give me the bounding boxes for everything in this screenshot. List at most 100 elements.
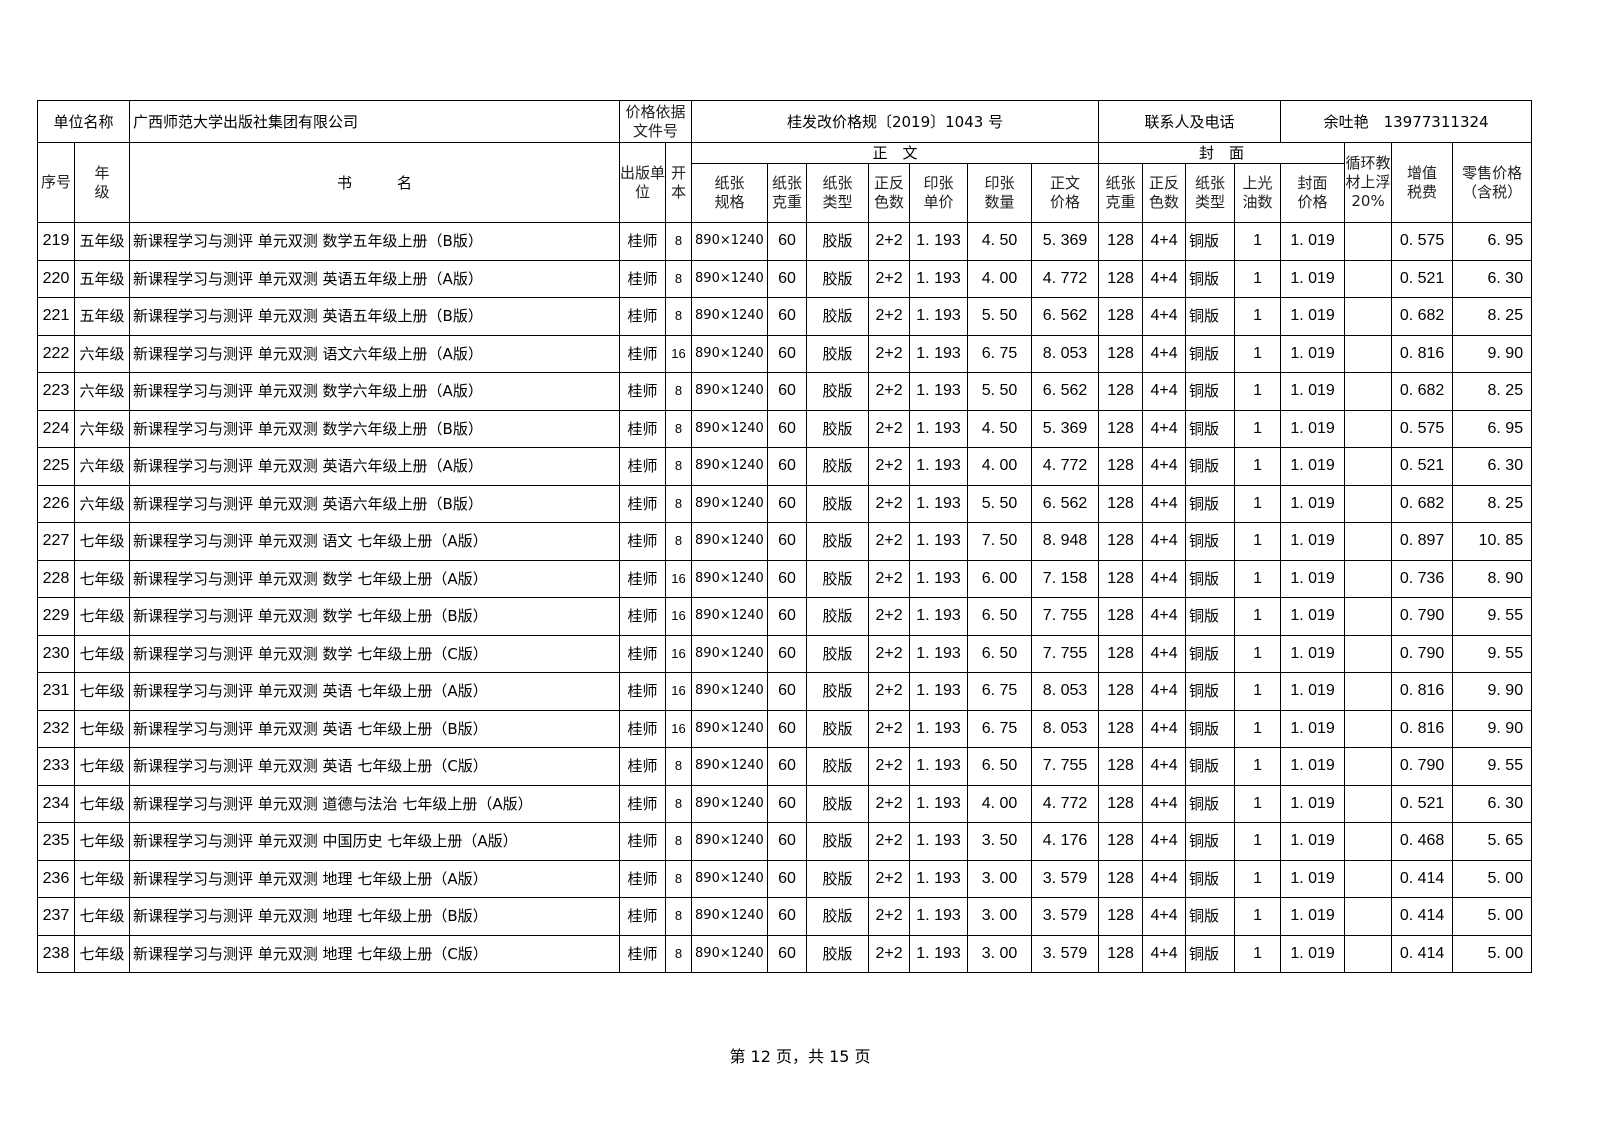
cell-colors: 2+2 xyxy=(868,934,911,973)
cell-sheet-price: 1. 193 xyxy=(909,447,969,486)
cell-grade: 五年级 xyxy=(73,297,131,336)
cell-cover-price: 1. 019 xyxy=(1280,597,1346,636)
contact-value: 余吐艳 13977311324 xyxy=(1280,100,1533,143)
cell-cover-colors: 4+4 xyxy=(1142,859,1187,898)
cell-cover-type: 铜版 xyxy=(1185,522,1236,561)
cell-recycle xyxy=(1344,259,1393,298)
cell-cover-colors: 4+4 xyxy=(1142,634,1187,673)
cell-vat: 0. 790 xyxy=(1391,747,1454,786)
cell-sheet-count: 3. 00 xyxy=(967,934,1033,973)
cell-title: 新课程学习与测评 单元双测 地理 七年级上册（A版） xyxy=(129,859,621,898)
cell-grade: 五年级 xyxy=(73,222,131,261)
cell-sheet-price: 1. 193 xyxy=(909,859,969,898)
price-basis-label: 价格依据文件号 xyxy=(619,100,693,143)
cell-grade: 七年级 xyxy=(73,784,131,823)
table-row: 229 七年级 新课程学习与测评 单元双测 数学 七年级上册（B版） 桂师 16 890×… xyxy=(37,597,1533,636)
cell-varnish: 1 xyxy=(1234,747,1282,786)
cell-recycle xyxy=(1344,409,1393,448)
cell-publisher: 桂师 xyxy=(619,822,667,861)
cell-cover-weight: 128 xyxy=(1098,897,1144,936)
cell-sheet-price: 1. 193 xyxy=(909,897,969,936)
cell-colors: 2+2 xyxy=(868,672,911,711)
cell-sheet-price: 1. 193 xyxy=(909,297,969,336)
table-row: 219 五年级 新课程学习与测评 单元双测 数学五年级上册（B版） 桂师 8 890×12… xyxy=(37,222,1533,261)
cell-varnish: 1 xyxy=(1234,672,1282,711)
cell-retail: 9. 55 xyxy=(1452,597,1533,636)
cell-title: 新课程学习与测评 单元双测 数学六年级上册（A版） xyxy=(129,372,621,411)
cell-vat: 0. 790 xyxy=(1391,634,1454,673)
cell-cover-colors: 4+4 xyxy=(1142,259,1187,298)
table-row: 222 六年级 新课程学习与测评 单元双测 语文六年级上册（A版） 桂师 16 890×1… xyxy=(37,334,1533,373)
cell-varnish: 1 xyxy=(1234,859,1282,898)
cell-sheet-count: 5. 50 xyxy=(967,372,1033,411)
cell-paper-size: 890×1240 xyxy=(691,822,769,861)
cell-recycle xyxy=(1344,334,1393,373)
cell-publisher: 桂师 xyxy=(619,784,667,823)
cell-retail: 6. 95 xyxy=(1452,222,1533,261)
col-paper-type: 纸张类型 xyxy=(806,163,870,223)
cell-paper-size: 890×1240 xyxy=(691,447,769,486)
cell-sheet-count: 3. 00 xyxy=(967,859,1033,898)
cell-cover-type: 铜版 xyxy=(1185,484,1236,523)
cell-format: 16 xyxy=(665,597,693,636)
cell-title: 新课程学习与测评 单元双测 英语 七年级上册（B版） xyxy=(129,709,621,748)
cell-vat: 0. 816 xyxy=(1391,334,1454,373)
cell-paper-weight: 60 xyxy=(767,822,808,861)
cell-recycle xyxy=(1344,822,1393,861)
cell-paper-type: 胶版 xyxy=(806,259,870,298)
cell-body-price: 8. 948 xyxy=(1031,522,1100,561)
cell-body-price: 4. 772 xyxy=(1031,447,1100,486)
cell-colors: 2+2 xyxy=(868,784,911,823)
col-sheet-price: 印张单价 xyxy=(909,163,969,223)
cell-cover-weight: 128 xyxy=(1098,822,1144,861)
cell-retail: 6. 30 xyxy=(1452,259,1533,298)
cell-retail: 9. 90 xyxy=(1452,334,1533,373)
cell-format: 8 xyxy=(665,934,693,973)
col-body-group: 正 文 xyxy=(691,142,1100,164)
cell-publisher: 桂师 xyxy=(619,334,667,373)
cell-body-price: 5. 369 xyxy=(1031,222,1100,261)
cell-retail: 9. 55 xyxy=(1452,634,1533,673)
cell-cover-colors: 4+4 xyxy=(1142,297,1187,336)
col-retail: 零售价格（含税） xyxy=(1452,142,1533,223)
table-row: 232 七年级 新课程学习与测评 单元双测 英语 七年级上册（B版） 桂师 16 890×… xyxy=(37,709,1533,748)
cell-paper-weight: 60 xyxy=(767,522,808,561)
cell-paper-weight: 60 xyxy=(767,634,808,673)
col-seq: 序号 xyxy=(37,142,75,223)
cell-title: 新课程学习与测评 单元双测 英语 七年级上册（C版） xyxy=(129,747,621,786)
cell-format: 8 xyxy=(665,859,693,898)
cell-cover-type: 铜版 xyxy=(1185,634,1236,673)
cell-vat: 0. 682 xyxy=(1391,372,1454,411)
cell-title: 新课程学习与测评 单元双测 语文六年级上册（A版） xyxy=(129,334,621,373)
cell-format: 8 xyxy=(665,484,693,523)
cell-varnish: 1 xyxy=(1234,484,1282,523)
cell-cover-type: 铜版 xyxy=(1185,259,1236,298)
cell-cover-type: 铜版 xyxy=(1185,709,1236,748)
cell-publisher: 桂师 xyxy=(619,409,667,448)
cell-publisher: 桂师 xyxy=(619,859,667,898)
cell-cover-colors: 4+4 xyxy=(1142,372,1187,411)
col-recycle: 循环教材上浮20% xyxy=(1344,142,1393,223)
cell-recycle xyxy=(1344,447,1393,486)
table-row: 231 七年级 新课程学习与测评 单元双测 英语 七年级上册（A版） 桂师 16 890×… xyxy=(37,672,1533,711)
cell-retail: 9. 55 xyxy=(1452,747,1533,786)
cell-format: 8 xyxy=(665,822,693,861)
cell-format: 8 xyxy=(665,297,693,336)
cell-cover-colors: 4+4 xyxy=(1142,709,1187,748)
cell-cover-colors: 4+4 xyxy=(1142,484,1187,523)
cell-seq: 221 xyxy=(37,297,75,336)
cell-varnish: 1 xyxy=(1234,897,1282,936)
column-header-row: 纸张规格 纸张克重 纸张类型 正反色数 印张单价 印张数量 正文价格 纸张克重 … xyxy=(38,163,1532,223)
cell-body-price: 3. 579 xyxy=(1031,897,1100,936)
cell-body-price: 4. 772 xyxy=(1031,784,1100,823)
cell-seq: 232 xyxy=(37,709,75,748)
cell-sheet-price: 1. 193 xyxy=(909,372,969,411)
cell-sheet-count: 4. 00 xyxy=(967,259,1033,298)
cell-sheet-count: 6. 75 xyxy=(967,709,1033,748)
cell-cover-colors: 4+4 xyxy=(1142,409,1187,448)
cell-paper-size: 890×1240 xyxy=(691,709,769,748)
table-row: 227 七年级 新课程学习与测评 单元双测 语文 七年级上册（A版） 桂师 8 890×1… xyxy=(37,522,1533,561)
cell-vat: 0. 575 xyxy=(1391,409,1454,448)
cell-publisher: 桂师 xyxy=(619,259,667,298)
cell-varnish: 1 xyxy=(1234,634,1282,673)
